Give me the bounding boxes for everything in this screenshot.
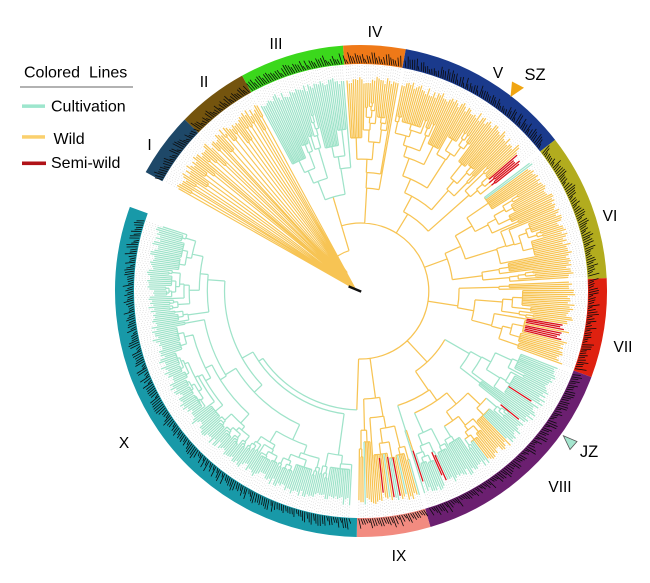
svg-text:II: II — [200, 74, 209, 91]
svg-text:X: X — [119, 435, 130, 452]
svg-text:III: III — [270, 36, 283, 53]
svg-text:Colored: Colored — [24, 65, 80, 82]
svg-text:VII: VII — [614, 339, 633, 356]
svg-text:VIII: VIII — [548, 479, 571, 496]
svg-text:VI: VI — [603, 208, 618, 225]
svg-text:Semi-wild: Semi-wild — [51, 155, 120, 172]
svg-text:SZ: SZ — [524, 66, 545, 84]
svg-text:I: I — [147, 137, 151, 154]
svg-text:V: V — [493, 65, 504, 82]
svg-text:Wild: Wild — [54, 131, 85, 148]
svg-text:IV: IV — [368, 24, 383, 41]
svg-text:JZ: JZ — [580, 443, 598, 461]
svg-text:IX: IX — [392, 548, 407, 565]
svg-text:Cultivation: Cultivation — [51, 99, 126, 116]
svg-text:Lines: Lines — [89, 65, 127, 82]
